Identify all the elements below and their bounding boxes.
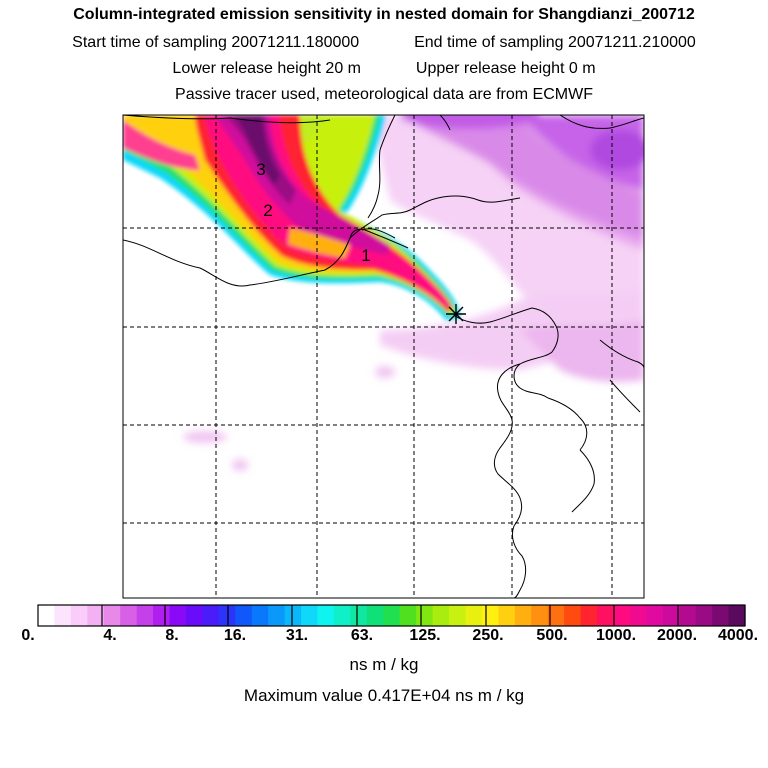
- colorbar-cell: [449, 605, 467, 626]
- colorbar-cell: [383, 605, 401, 626]
- upper-height-label: Upper release height: [415, 60, 565, 77]
- contour-label-2: 2: [263, 201, 272, 220]
- colorbar-cell: [695, 605, 713, 626]
- colorbar-cell: [531, 605, 549, 626]
- colorbar-cell: [613, 605, 631, 626]
- colorbar-cell: [416, 605, 434, 626]
- colorbar-cell: [662, 605, 680, 626]
- colorbar-cell: [580, 605, 598, 626]
- colorbar-cell: [251, 605, 269, 626]
- colorbar-cell: [597, 605, 615, 626]
- colorbar-cell: [333, 605, 351, 626]
- colorbar-label: 500.: [536, 627, 568, 644]
- colorbar-label: 16.: [223, 627, 247, 644]
- max-value: 0.417E+04 ns m / kg: [367, 686, 525, 705]
- colorbar-cell: [268, 605, 286, 626]
- colorbar: [38, 605, 746, 626]
- maximum-value-line: Maximum value 0.417E+04 ns m / kg: [0, 686, 768, 706]
- map-panel: 3 2 1: [123, 115, 644, 598]
- end-time-value: 20071211.210000: [567, 34, 696, 51]
- colorbar-cell: [54, 605, 72, 626]
- upper-height-value: 0 m: [568, 60, 596, 77]
- colorbar-label: 4000.: [717, 627, 759, 644]
- contour-label-1: 1: [361, 246, 370, 265]
- colorbar-label: 63.: [350, 627, 374, 644]
- colorbar-cell: [366, 605, 384, 626]
- colorbar-cell: [185, 605, 204, 626]
- lower-height-label: Lower release height: [172, 60, 321, 77]
- colorbar-label: 31.: [285, 627, 309, 644]
- colorbar-cell: [514, 605, 532, 626]
- colorbar-label: 0.: [21, 627, 35, 644]
- colorbar-cell: [103, 605, 121, 626]
- colorbar-ticks: [101, 605, 679, 626]
- colorbar-cell: [712, 605, 730, 626]
- emission-plume: [123, 115, 460, 320]
- colorbar-cell: [136, 605, 154, 626]
- colorbar-cell: [679, 605, 697, 626]
- grid-lines: [123, 115, 644, 598]
- colorbar-cell: [432, 605, 450, 626]
- receptor-star-icon: [446, 304, 466, 324]
- plot-title: Column-integrated emission sensitivity i…: [73, 6, 695, 23]
- colorbar-label: 2000.: [656, 627, 698, 644]
- colorbar-cell: [218, 605, 236, 626]
- colorbar-cell: [564, 605, 582, 626]
- colorbar-cell: [301, 605, 319, 626]
- colorbar-label: 125.: [409, 627, 441, 644]
- colorbar-units: ns m / kg: [349, 655, 419, 674]
- release-height-line: Lower release height 20 m Upper release …: [0, 60, 768, 78]
- lower-height-value: 20 m: [325, 60, 361, 77]
- colorbar-cell: [202, 605, 220, 626]
- colorbar-label: 4.: [103, 627, 117, 644]
- colorbar-cell: [481, 605, 499, 626]
- colorbar-cell: [547, 605, 565, 626]
- colorbar-label: 1000.: [595, 627, 637, 644]
- colorbar-cell: [498, 605, 516, 626]
- coastlines: [123, 115, 644, 598]
- colorbar-cell: [728, 605, 746, 626]
- tracer-note: Passive tracer used, meteorological data…: [175, 86, 593, 103]
- colorbar-cell: [70, 605, 88, 626]
- sampling-time-line: Start time of sampling 20071211.180000 E…: [0, 34, 768, 52]
- contour-label-3: 3: [256, 160, 265, 179]
- start-time-label: Start time of sampling: [72, 34, 227, 51]
- colorbar-cell: [169, 605, 187, 626]
- colorbar-cell: [87, 605, 105, 626]
- map-frame: [122, 114, 645, 599]
- colorbar-cell: [153, 605, 171, 626]
- colorbar-cell: [284, 605, 302, 626]
- colorbar-label: 250.: [472, 627, 504, 644]
- colorbar-cell: [120, 605, 138, 626]
- colorbar-cell: [629, 605, 647, 626]
- colorbar-frame: [37, 604, 746, 627]
- colorbar-label: 8.: [165, 627, 179, 644]
- end-time-label: End time of sampling: [414, 34, 564, 51]
- colorbar-cell: [317, 605, 335, 626]
- colorbar-cell: [465, 605, 483, 626]
- colorbar-cell: [399, 605, 417, 626]
- background-sensitivity-field: [183, 115, 644, 471]
- start-time-value: 20071211.180000: [231, 34, 360, 51]
- colorbar-cell: [38, 605, 56, 626]
- colorbar-cell: [235, 605, 253, 626]
- colorbar-cell: [350, 605, 368, 626]
- max-value-label: Maximum value: [243, 686, 363, 705]
- colorbar-cell: [646, 605, 664, 626]
